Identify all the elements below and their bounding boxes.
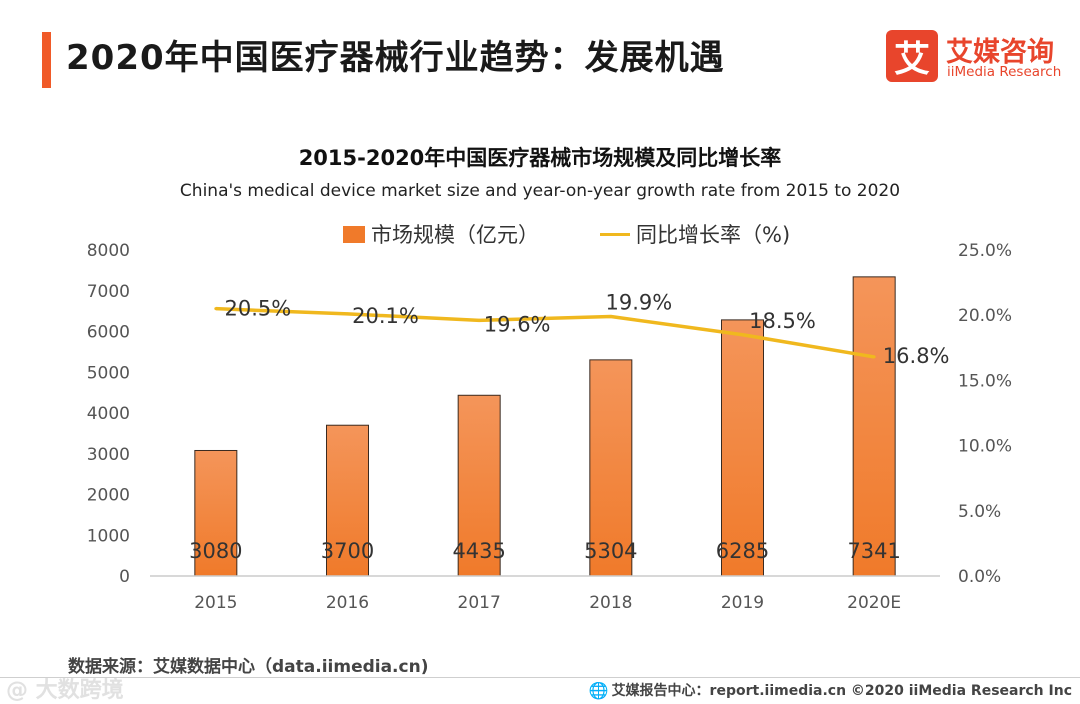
chart-title: 2015-2020年中国医疗器械市场规模及同比增长率: [298, 146, 782, 170]
legend-line-swatch: [600, 232, 630, 236]
watermark: @ 大数跨境: [6, 678, 124, 703]
brand-logo[interactable]: 艾 艾媒咨询 iiMedia Research: [886, 30, 1066, 86]
growth-rate-label: 18.5%: [749, 309, 816, 333]
right-axis-tick-label: 25.0%: [958, 241, 1012, 261]
legend-item-market-size: 市场规模（亿元）: [343, 219, 539, 249]
logo-name-cn: 艾媒咨询: [946, 37, 1054, 68]
bar-2018: [589, 359, 633, 577]
footer: 🌐 艾媒报告中心：report.iimedia.cn ©2020 iiMedia…: [589, 680, 1072, 700]
growth-rate-label: 19.9%: [605, 291, 672, 315]
bar-value-label: 7341: [847, 539, 900, 563]
legend-label-market-size: 市场规模（亿元）: [371, 223, 539, 247]
chart-subtitle: China's medical device market size and y…: [179, 181, 901, 201]
footer-text[interactable]: 艾媒报告中心：report.iimedia.cn ©2020 iiMedia R…: [611, 683, 1072, 699]
growth-rate-label: 19.6%: [484, 312, 551, 336]
bar-value-label: 6285: [716, 539, 769, 563]
legend-label-growth-rate: 同比增长率（%): [636, 223, 791, 247]
left-axis-tick-label: 1000: [87, 526, 130, 546]
bar-2016: [326, 424, 369, 577]
left-axis-tick-label: 7000: [87, 282, 130, 302]
x-axis-tick-label: 2016: [326, 593, 369, 613]
left-axis-tick-label: 3000: [87, 445, 130, 465]
logo-mark-icon: 艾: [886, 30, 938, 82]
bar-value-label: 4435: [452, 539, 505, 563]
growth-rate-label: 16.8%: [883, 344, 950, 368]
left-axis-tick-label: 2000: [87, 486, 130, 506]
growth-rate-point: [346, 312, 349, 316]
left-axis-tick-label: 4000: [87, 404, 130, 424]
data-source: 数据来源：艾媒数据中心（data.iimedia.cn): [68, 657, 429, 677]
left-axis-tick-label: 0: [119, 567, 130, 587]
growth-rate-point: [214, 307, 218, 311]
right-axis-tick-label: 15.0%: [958, 371, 1012, 391]
right-axis-tick-label: 0.0%: [958, 567, 1001, 587]
bar-2019: [721, 319, 764, 577]
growth-rate-line: [215, 306, 875, 359]
page-title: 2020年中国医疗器械行业趋势：发展机遇: [66, 38, 725, 78]
x-axis-tick-label: 2015: [194, 593, 237, 613]
right-axis-tick-label: 10.0%: [958, 437, 1012, 457]
growth-rate-label: 20.5%: [224, 297, 291, 321]
bar-2017: [457, 394, 501, 577]
title-accent-bar: [42, 32, 51, 88]
growth-rate-point: [609, 315, 613, 319]
logo-name-en: iiMedia Research: [947, 64, 1062, 80]
growth-rate-point: [872, 355, 876, 359]
bar-value-label: 5304: [584, 539, 637, 563]
x-axis-tick-label: 2018: [589, 593, 632, 613]
chart-legend: 市场规模（亿元） 同比增长率（%): [0, 219, 1080, 249]
bar-2020E: [852, 276, 896, 577]
globe-icon: 🌐: [588, 680, 609, 700]
bar-2015: [194, 449, 238, 577]
left-axis-tick-label: 6000: [87, 323, 130, 343]
bar-value-label: 3700: [321, 539, 374, 563]
growth-rate-point: [741, 333, 744, 337]
legend-bar-swatch: [343, 225, 365, 243]
x-axis-tick-label: 2020E: [847, 593, 901, 613]
footer-divider: [0, 677, 1080, 678]
left-axis-tick-label: 8000: [87, 241, 130, 261]
x-axis-tick-label: 2017: [458, 593, 501, 613]
right-axis-tick-label: 20.0%: [958, 306, 1012, 326]
growth-rate-label: 20.1%: [352, 304, 419, 328]
legend-item-growth-rate: 同比增长率（%): [600, 219, 790, 249]
bar-value-label: 3080: [189, 539, 242, 563]
right-axis-tick-label: 5.0%: [958, 502, 1001, 522]
left-axis-tick-label: 5000: [87, 363, 130, 383]
growth-rate-point: [477, 318, 481, 322]
x-axis-tick-label: 2019: [721, 593, 764, 613]
